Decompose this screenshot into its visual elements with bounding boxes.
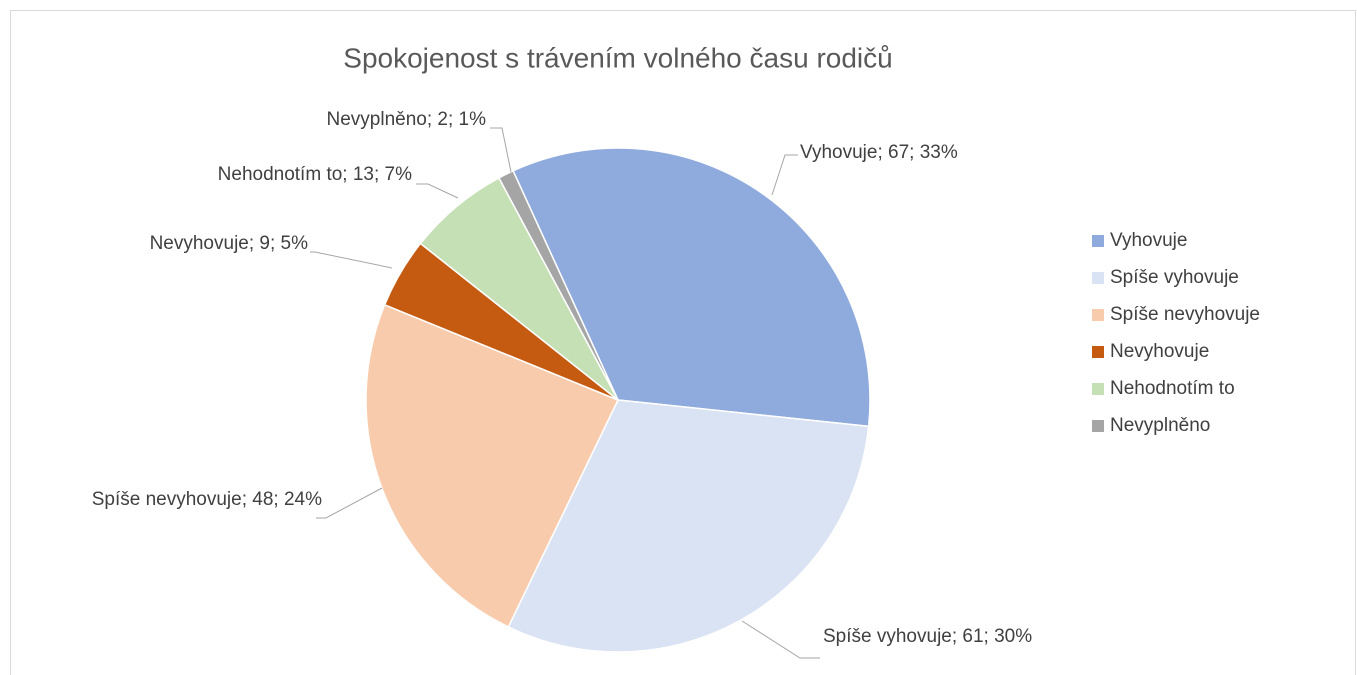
pie-slice <box>512 147 871 428</box>
legend-label: Nevyhovuje <box>1110 341 1209 362</box>
leader-line <box>490 127 512 173</box>
legend-label: Nehodnotím to <box>1110 378 1235 399</box>
data-label: Vyhovuje; 67; 33% <box>800 142 958 163</box>
data-label: Nevyhovuje; 9; 5% <box>150 233 309 254</box>
leader-line <box>416 183 459 199</box>
data-label: Spíše nevyhovuje; 48; 24% <box>92 489 322 510</box>
leader-line <box>741 620 820 659</box>
legend-label: Spíše vyhovuje <box>1110 267 1239 288</box>
data-label: Nehodnotím to; 13; 7% <box>218 164 412 185</box>
legend-swatch <box>1092 420 1104 432</box>
pie-slice <box>507 399 870 653</box>
leader-line <box>310 251 393 269</box>
chart-title: Spokojenost s trávením volného času rodi… <box>343 42 892 73</box>
data-label: Nevyplněno; 2; 1% <box>327 109 487 130</box>
pie-slice <box>497 169 619 401</box>
leader-line <box>316 487 383 519</box>
legend-label: Vyhovuje <box>1110 230 1187 251</box>
legend-swatch <box>1092 272 1104 284</box>
legend-label: Nevyplněno <box>1110 415 1210 436</box>
pie-slice <box>365 303 620 628</box>
legend-swatch <box>1092 383 1104 395</box>
data-label: Spíše vyhovuje; 61; 30% <box>823 626 1032 647</box>
legend-swatch <box>1092 309 1104 321</box>
legend-swatch <box>1092 235 1104 247</box>
legend-label: Spíše nevyhovuje <box>1110 304 1260 325</box>
leader-line <box>771 154 798 196</box>
legend-swatch <box>1092 346 1104 358</box>
